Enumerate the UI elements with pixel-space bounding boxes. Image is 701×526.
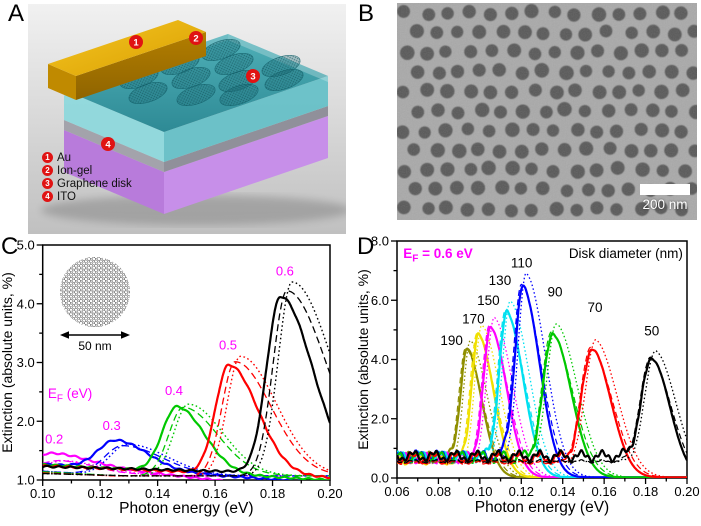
svg-text:50 nm: 50 nm	[78, 339, 111, 353]
svg-text:2.0: 2.0	[17, 414, 35, 429]
panel-label-d: D	[357, 233, 375, 260]
svg-text:0.20: 0.20	[317, 486, 342, 501]
svg-text:0.06: 0.06	[384, 484, 409, 499]
svg-text:4: 4	[105, 139, 111, 150]
panel-a-device-schematic: 1 2 3 4 1 Au 2 Ion-gel	[28, 4, 351, 234]
legend-label-ion-gel: Ion-gel	[57, 164, 93, 177]
svg-text:0.0: 0.0	[371, 471, 389, 486]
svg-text:50: 50	[644, 324, 659, 339]
svg-text:70: 70	[588, 300, 603, 315]
svg-text:Extinction (absolute units, %): Extinction (absolute units, %)	[355, 269, 371, 450]
svg-text:6.0: 6.0	[371, 293, 389, 308]
legend-item-ion-gel: 2 Ion-gel	[42, 164, 132, 177]
badge-2: 2	[189, 31, 203, 45]
annotations: 190 170 150 130 110 90 70 50 EF = 0.6 eV Disk dia…	[403, 246, 683, 348]
svg-text:0.6: 0.6	[276, 264, 294, 279]
svg-text:0.10: 0.10	[467, 484, 492, 499]
svg-text:EF (eV): EF (eV)	[48, 386, 92, 405]
svg-text:90: 90	[548, 285, 563, 300]
legend-badge-4: 4	[42, 191, 53, 202]
panel-label-b: B	[358, 0, 375, 27]
legend-item-ito: 4 ITO	[42, 190, 132, 203]
svg-text:0.5: 0.5	[219, 338, 237, 353]
svg-text:0.3: 0.3	[103, 418, 121, 433]
legend-badge-1: 1	[42, 152, 53, 163]
device-shadow	[41, 195, 351, 225]
svg-text:Disk diameter (nm): Disk diameter (nm)	[569, 246, 683, 261]
svg-text:0.10: 0.10	[30, 486, 55, 501]
graphene-disk	[264, 68, 304, 92]
svg-text:4.0: 4.0	[371, 352, 389, 367]
svg-text:3: 3	[250, 71, 255, 82]
svg-text:2.0: 2.0	[371, 411, 389, 426]
legend-label-graphene-disk: Graphene disk	[57, 177, 132, 190]
svg-text:8.0: 8.0	[371, 236, 389, 249]
legend-badge-2: 2	[42, 165, 53, 176]
badge-4: 4	[101, 137, 115, 151]
svg-text:0.4: 0.4	[165, 383, 183, 398]
svg-text:0.14: 0.14	[145, 486, 170, 501]
svg-text:1: 1	[133, 37, 139, 48]
svg-text:0.20: 0.20	[674, 484, 699, 499]
svg-text:0.2: 0.2	[45, 432, 63, 447]
device-legend: 1 Au 2 Ion-gel 3 Graphene disk 4 ITO	[42, 151, 132, 203]
panel-b-tem-image: 200 nm	[395, 3, 701, 220]
scale-bar-line	[640, 184, 690, 195]
graphene-disk-inset: 50 nm	[60, 257, 130, 353]
svg-text:Extinction (absolute units, %): Extinction (absolute units, %)	[0, 272, 15, 453]
svg-text:4.0: 4.0	[17, 296, 35, 311]
svg-text:2: 2	[193, 33, 198, 44]
svg-text:170: 170	[462, 311, 485, 326]
legend-item-graphene-disk: 3 Graphene disk	[42, 177, 132, 190]
graphene-disk	[219, 83, 259, 107]
device-3d-render: 1 2 3 4	[28, 4, 351, 234]
svg-text:1.0: 1.0	[17, 473, 35, 488]
legend-label-au: Au	[57, 151, 72, 164]
svg-text:3.0: 3.0	[17, 355, 35, 370]
series-curves	[42, 281, 330, 480]
legend-label-ito: ITO	[57, 190, 76, 203]
legend-item-au: 1 Au	[42, 151, 132, 164]
graphene-disk	[176, 83, 216, 107]
svg-text:0.12: 0.12	[509, 484, 534, 499]
axes: 0.10 0.12 0.14 0.16 0.18 0.20 1.0 2.0 3.0 4.0 5.0 P…	[0, 238, 343, 518]
badge-3: 3	[246, 69, 260, 83]
svg-text:5.0: 5.0	[17, 238, 35, 253]
svg-text:150: 150	[477, 293, 500, 308]
panel-label-c: C	[1, 233, 19, 260]
svg-text:0.08: 0.08	[426, 484, 451, 499]
badge-1: 1	[129, 35, 143, 49]
svg-text:0.18: 0.18	[260, 486, 285, 501]
svg-text:0.14: 0.14	[550, 484, 575, 499]
svg-text:Photon energy (eV): Photon energy (eV)	[475, 499, 609, 516]
scale-bar-label: 200 nm	[642, 197, 688, 212]
svg-text:0.12: 0.12	[88, 486, 113, 501]
tem-micrograph	[395, 3, 701, 220]
svg-text:Photon energy (eV): Photon energy (eV)	[119, 500, 253, 517]
panel-c-chart: 0.10 0.12 0.14 0.16 0.18 0.20 1.0 2.0 3.0 4.0 5.0 P…	[0, 238, 343, 518]
panel-d-chart: 0.06 0.08 0.10 0.12 0.14 0.16 0.18 0.20 0.0 2.0 4.…	[355, 236, 700, 516]
svg-text:130: 130	[489, 273, 512, 288]
annotations: 0.2 0.3 0.4 0.5 0.6 EF (eV)	[45, 264, 294, 447]
scale-bar: 200 nm	[640, 184, 690, 212]
au-electrode	[48, 20, 206, 100]
ito-layer	[64, 116, 328, 214]
series-curves	[397, 272, 687, 478]
panel-label-a: A	[8, 0, 25, 27]
svg-text:EF = 0.6 eV: EF = 0.6 eV	[403, 246, 473, 265]
svg-text:0.18: 0.18	[633, 484, 658, 499]
svg-text:0.16: 0.16	[202, 486, 227, 501]
graphene-disk	[128, 81, 168, 105]
axes: 0.06 0.08 0.10 0.12 0.14 0.16 0.18 0.20 0.0 2.0 4.…	[355, 236, 700, 516]
svg-text:0.16: 0.16	[591, 484, 616, 499]
legend-badge-3: 3	[42, 178, 53, 189]
svg-text:110: 110	[511, 255, 533, 270]
svg-text:190: 190	[440, 333, 463, 348]
graphene-disk	[214, 52, 254, 76]
